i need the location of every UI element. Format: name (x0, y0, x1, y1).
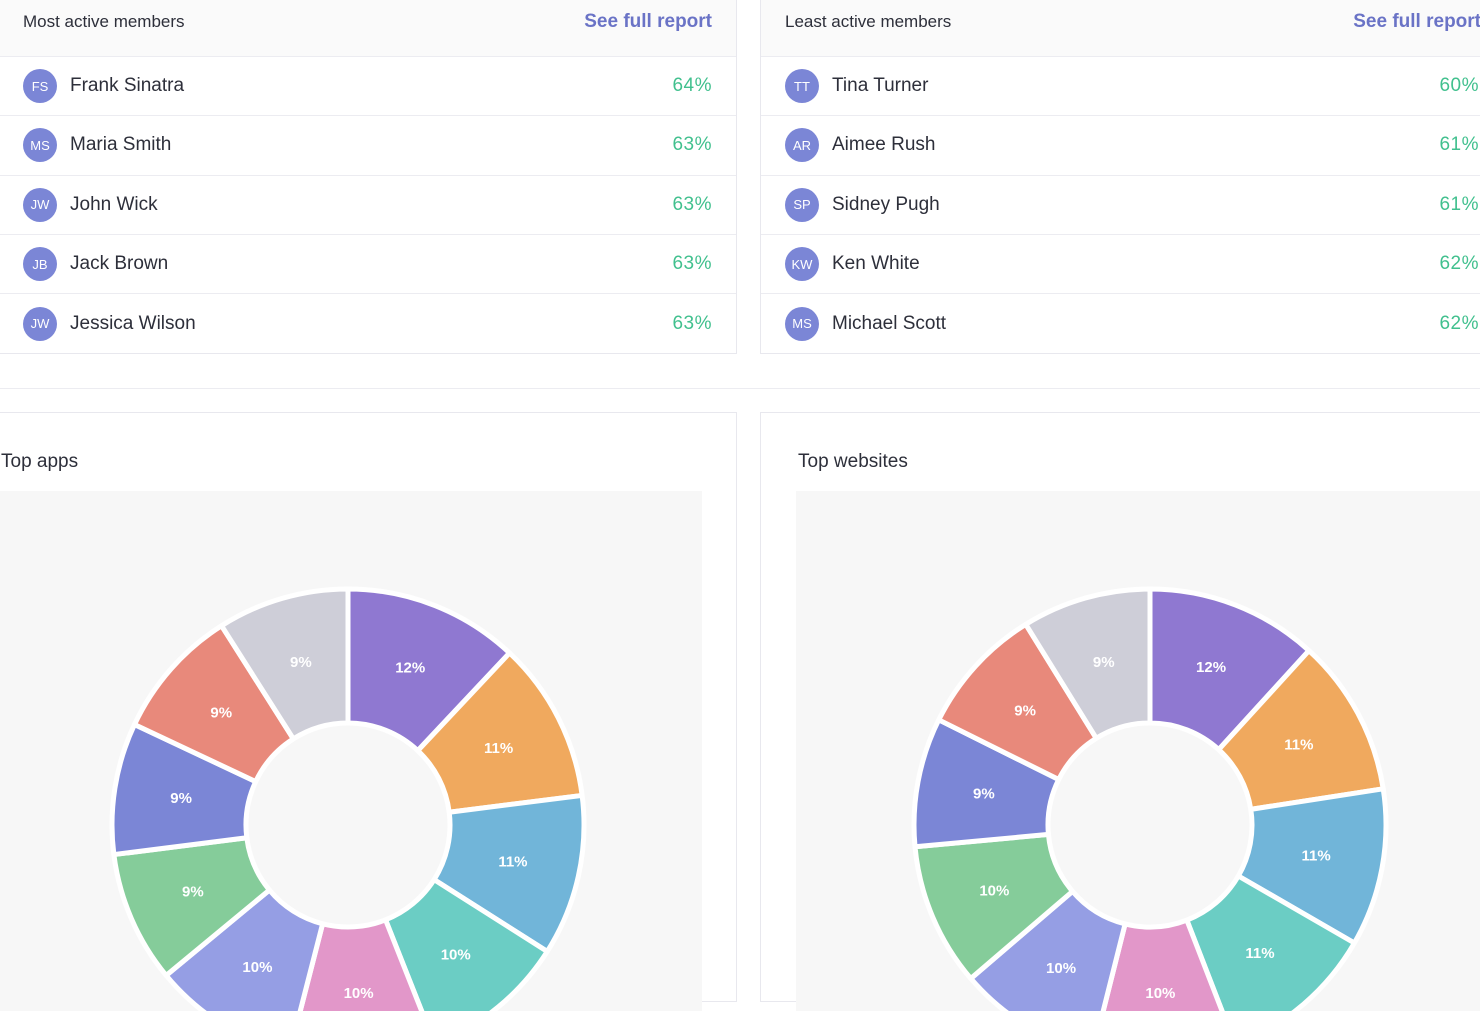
avatar: SP (785, 187, 819, 222)
member-row[interactable]: MS Maria Smith 63% (0, 116, 736, 176)
top-apps-slice-label: 9% (290, 654, 312, 671)
member-name: Michael Scott (832, 312, 947, 334)
least-active-title: Least active members (785, 11, 952, 31)
top-websites-slice-label: 10% (1046, 960, 1076, 977)
top-websites-slice-label: 9% (1093, 654, 1115, 671)
top-websites-slice-label: 10% (979, 882, 1009, 899)
member-activity-percent: 64% (672, 75, 712, 97)
least-active-full-report-link[interactable]: See full report (1353, 10, 1480, 32)
top-websites-slice[interactable] (1023, 586, 1153, 741)
member-name: Frank Sinatra (70, 75, 185, 97)
avatar: TT (785, 69, 819, 104)
avatar: KW (785, 247, 819, 282)
member-row[interactable]: MS Michael Scott 62% (761, 294, 1480, 353)
member-row[interactable]: FS Frank Sinatra 64% (0, 57, 736, 117)
top-websites-slice[interactable] (1184, 873, 1357, 1011)
avatar: JW (23, 187, 57, 222)
member-row[interactable]: KW Ken White 62% (761, 235, 1480, 295)
most-active-members-card: Most active members See full report FS F… (0, 0, 737, 354)
member-activity-percent: 60% (1439, 75, 1479, 97)
top-websites-slice-label: 9% (973, 785, 995, 802)
top-apps-slice-label: 9% (170, 790, 192, 807)
top-websites-donut-chart: 12% 11% 11% 11% 10% 10% 10% 9% 9% 9% (911, 586, 1389, 1011)
least-active-members-card: Least active members See full report TT … (760, 0, 1480, 354)
top-websites-title: Top websites (798, 451, 908, 472)
avatar: JB (23, 247, 57, 282)
top-websites-slice[interactable] (1147, 586, 1312, 753)
member-row[interactable]: JW Jessica Wilson 63% (0, 294, 736, 353)
member-name: John Wick (70, 193, 158, 215)
top-websites-slice-label: 9% (1014, 703, 1036, 720)
avatar: MS (785, 306, 819, 341)
top-websites-slice-label: 11% (1284, 737, 1313, 754)
member-name: Tina Turner (832, 75, 929, 97)
member-activity-percent: 62% (1439, 312, 1479, 334)
top-apps-slice-label: 11% (484, 740, 513, 757)
member-row[interactable]: JW John Wick 63% (0, 176, 736, 235)
member-activity-percent: 63% (672, 312, 712, 334)
member-name: Jessica Wilson (70, 312, 196, 334)
member-name: Maria Smith (70, 134, 172, 156)
least-active-list: TT Tina Turner 60% AR Aimee Rush 61% SP … (761, 57, 1480, 353)
member-activity-percent: 61% (1439, 134, 1479, 156)
member-activity-percent: 63% (672, 193, 712, 215)
top-apps-slice-label: 11% (498, 853, 527, 870)
member-row[interactable]: TT Tina Turner 60% (761, 57, 1480, 117)
most-active-full-report-link[interactable]: See full report (584, 10, 712, 32)
top-apps-title: Top apps (1, 451, 79, 472)
top-apps-donut-chart: 12% 11% 11% 10% 10% 10% 9% 9% 9% 9% (109, 586, 587, 1011)
member-row[interactable]: SP Sidney Pugh 61% (761, 176, 1480, 235)
section-divider (0, 388, 1480, 389)
member-activity-percent: 63% (672, 253, 712, 275)
avatar: JW (23, 306, 57, 341)
member-name: Aimee Rush (832, 134, 936, 156)
top-apps-slice-label: 9% (210, 705, 232, 722)
member-row[interactable]: JB Jack Brown 63% (0, 235, 736, 295)
avatar: FS (23, 69, 57, 104)
member-activity-percent: 61% (1439, 193, 1479, 215)
top-apps-slice-label: 10% (441, 947, 471, 964)
top-websites-slice-label: 10% (1145, 985, 1175, 1002)
top-websites-slice-label: 11% (1302, 848, 1331, 865)
member-activity-percent: 62% (1439, 253, 1479, 275)
top-apps-slice-label: 9% (182, 884, 204, 901)
most-active-title: Most active members (23, 11, 185, 31)
top-apps-slice-label: 12% (395, 659, 425, 676)
top-websites-slice-label: 12% (1196, 659, 1226, 676)
avatar: AR (785, 128, 819, 163)
member-row[interactable]: AR Aimee Rush 61% (761, 116, 1480, 176)
top-apps-slice[interactable] (219, 586, 351, 742)
top-websites-chart-area: 12% 11% 11% 11% 10% 10% 10% 9% 9% 9% (796, 491, 1480, 1011)
top-apps-card: Top apps 12% 11% 11% 10% 10% 10% 9% 9% 9% 9% (0, 412, 737, 1011)
top-apps-chart-area: 12% 11% 11% 10% 10% 10% 9% 9% 9% 9% (0, 491, 702, 1011)
member-name: Ken White (832, 253, 920, 275)
top-apps-slice[interactable] (383, 877, 550, 1011)
avatar: MS (23, 128, 57, 163)
most-active-header: Most active members See full report (0, 0, 736, 57)
top-apps-slice-label: 10% (242, 959, 272, 976)
member-activity-percent: 63% (672, 134, 712, 156)
most-active-list: FS Frank Sinatra 64% MS Maria Smith 63% … (0, 57, 736, 353)
top-websites-card: Top websites 12% 11% 11% 11% 10% 10% 10% 9% 9% 9% (760, 412, 1480, 1011)
top-apps-slice-label: 10% (344, 985, 374, 1002)
member-name: Jack Brown (70, 253, 169, 275)
least-active-header: Least active members See full report (761, 0, 1480, 57)
top-websites-slice-label: 11% (1245, 945, 1274, 962)
member-name: Sidney Pugh (832, 193, 940, 215)
